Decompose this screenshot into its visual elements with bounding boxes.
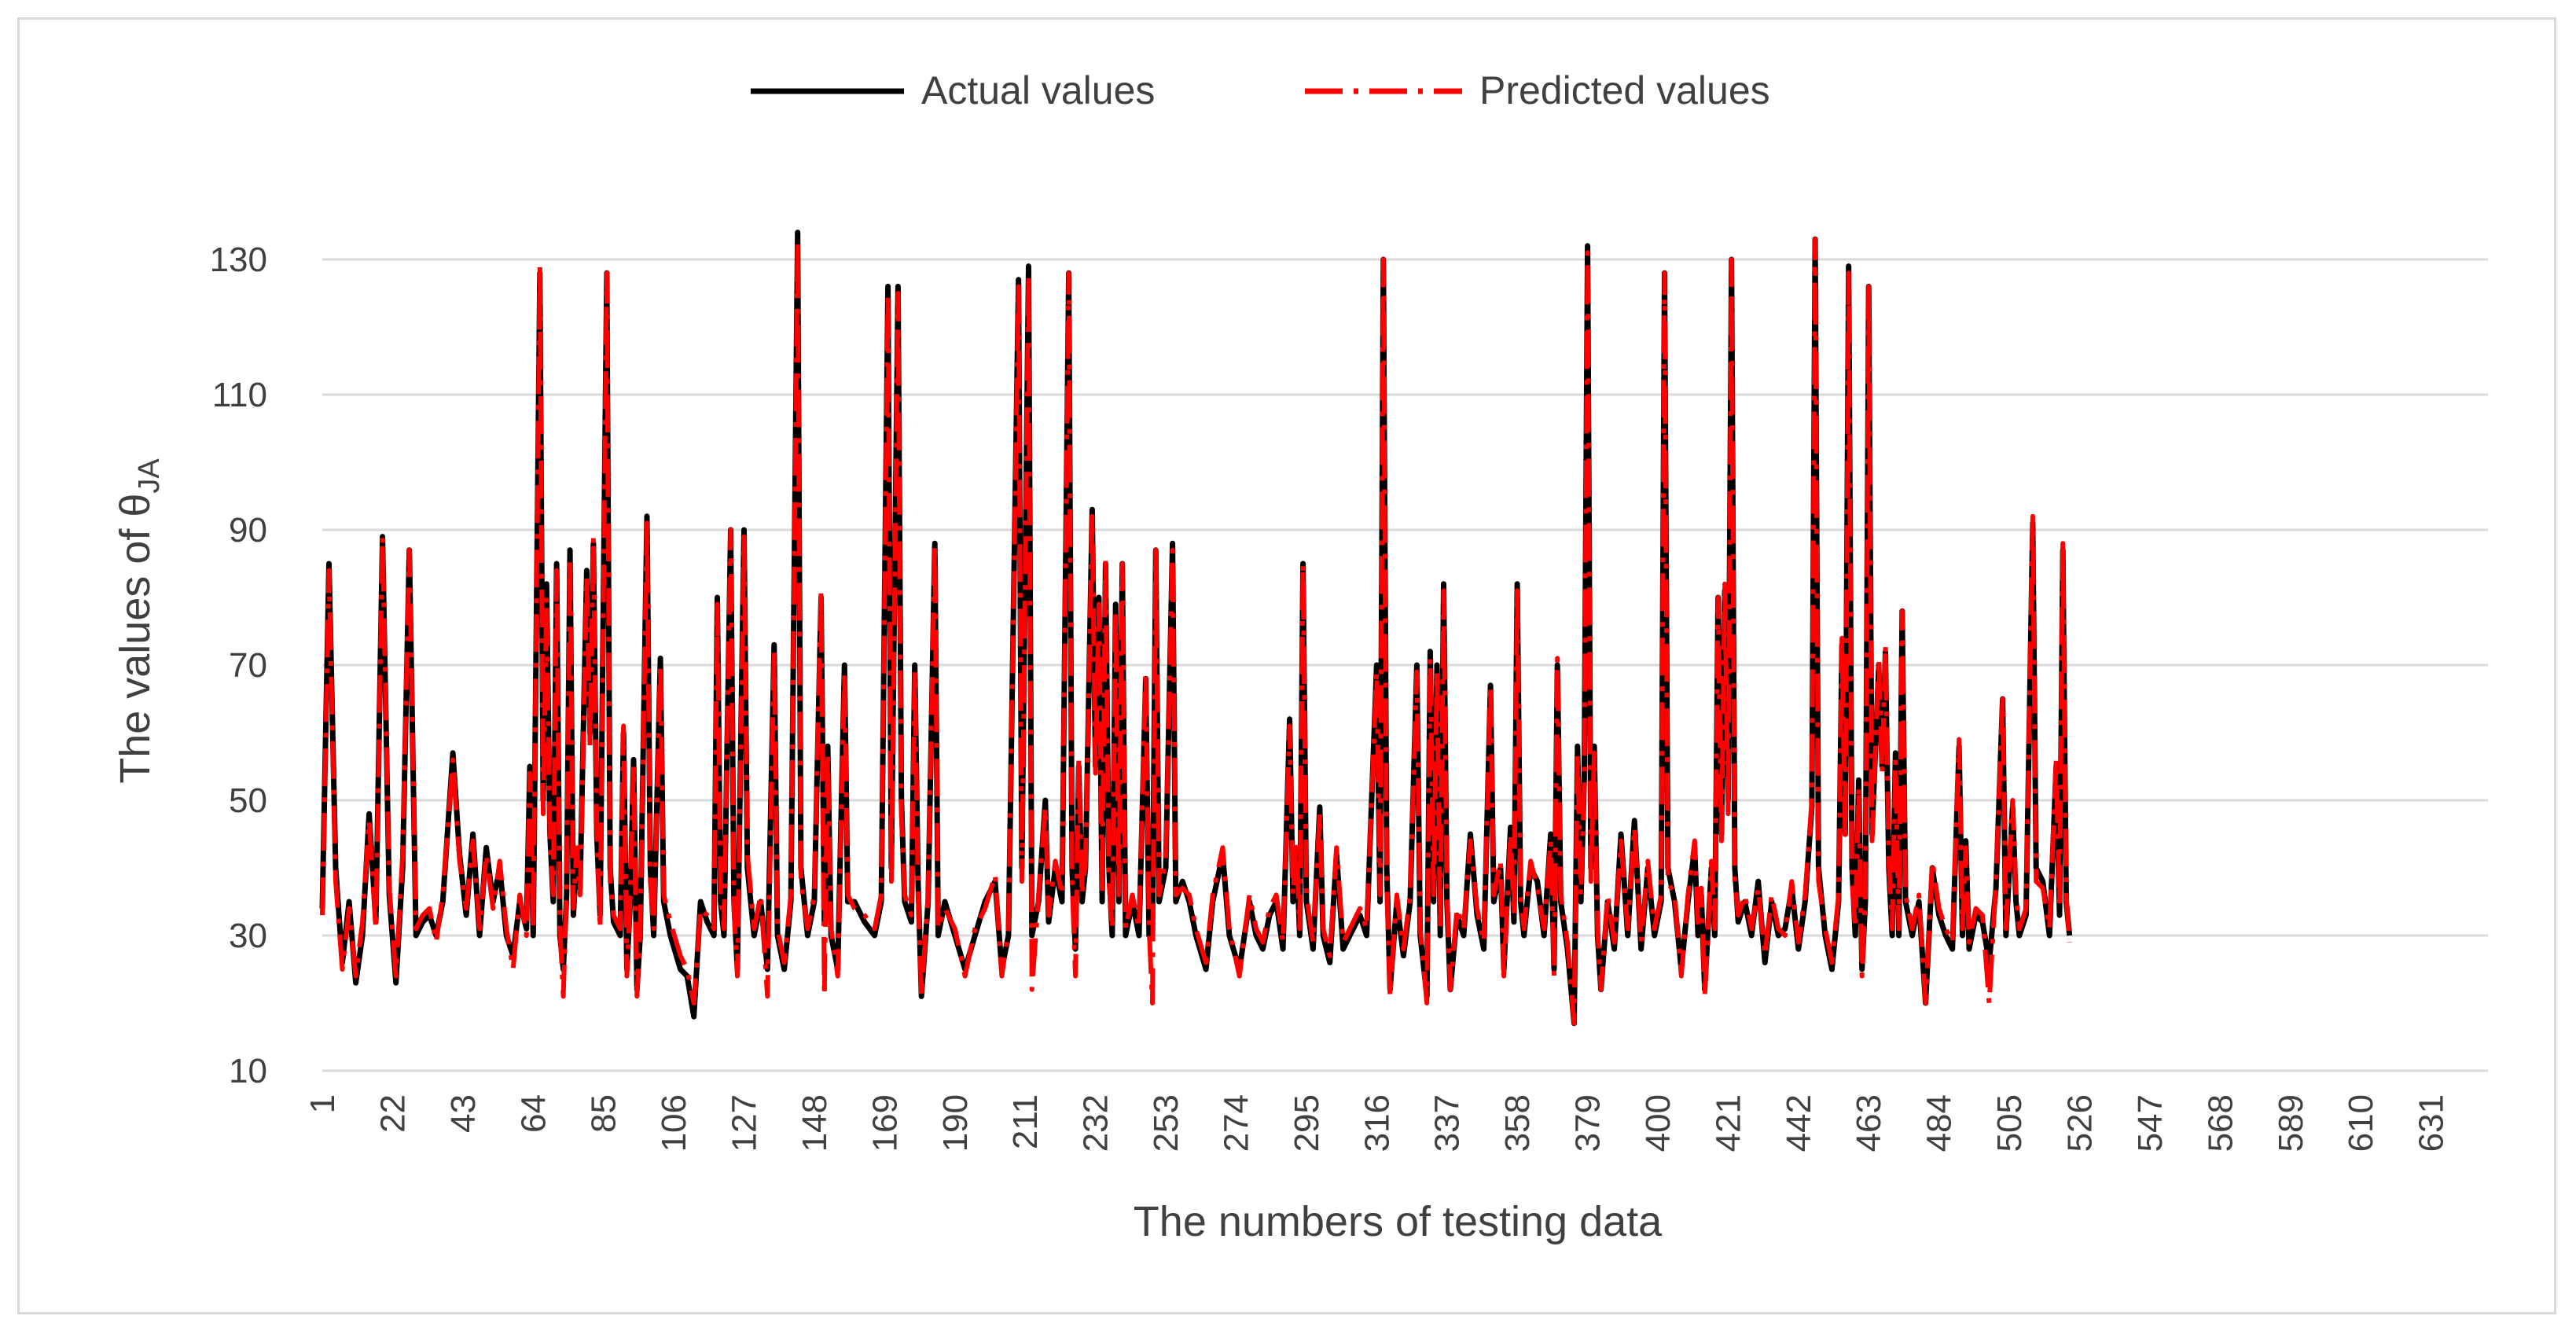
x-tick-label: 127 [726,1094,764,1152]
x-tick-label: 631 [2412,1094,2451,1152]
x-tick-label: 1 [303,1094,342,1113]
x-tick-label: 379 [1569,1094,1608,1152]
y-tick-label: 10 [229,1052,267,1090]
x-tick-label: 400 [1639,1094,1678,1152]
x-tick-label: 484 [1920,1094,1959,1152]
x-axis-title: The numbers of testing data [1134,1198,1663,1245]
x-tick-label: 64 [514,1094,553,1133]
x-tick-label: 316 [1358,1094,1396,1152]
y-tick-label: 90 [229,511,267,550]
x-tick-label: 505 [1990,1094,2029,1152]
x-tick-label: 295 [1288,1094,1326,1152]
legend-label-actual: Actual values [921,68,1155,112]
y-tick-labels: 10 30 50 70 90 110 130 [210,241,267,1090]
x-tick-label: 22 [373,1094,412,1133]
x-tick-label: 442 [1780,1094,1818,1152]
x-tick-label: 190 [936,1094,975,1152]
y-axis-title-main: The values of θ [112,494,159,784]
x-tick-label: 337 [1428,1094,1467,1152]
x-tick-label: 85 [585,1094,623,1133]
legend-label-predicted: Predicted values [1479,68,1770,112]
x-tick-label: 148 [796,1094,834,1152]
gridlines [322,258,2488,1072]
x-tick-label: 43 [444,1094,483,1133]
x-tick-label: 106 [655,1094,693,1152]
y-tick-label: 30 [229,917,267,955]
x-tick-label: 211 [1006,1094,1045,1149]
series-layer [319,230,2073,1027]
x-tick-label: 547 [2131,1094,2170,1152]
series-line-predicted [320,237,2072,1026]
x-tick-label: 169 [865,1094,904,1152]
x-tick-label: 253 [1147,1094,1185,1152]
x-tick-label: 610 [2342,1094,2380,1152]
x-tick-labels: 1 22 43 64 85 106 127 148 169 190 211 232 253 274 295 3… [303,1094,2451,1152]
x-tick-label: 589 [2272,1094,2310,1152]
y-tick-label: 130 [210,241,267,279]
x-tick-label: 568 [2201,1094,2240,1152]
x-tick-label: 526 [2061,1094,2100,1152]
y-tick-label: 50 [229,781,267,820]
x-tick-label: 358 [1498,1094,1537,1152]
y-tick-label: 110 [212,376,267,414]
x-tick-label: 421 [1709,1094,1747,1152]
y-axis-title-sub: JA [133,458,166,494]
x-tick-label: 463 [1850,1094,1888,1152]
legend: Actual values Predicted values [751,68,1770,112]
y-axis-title: The values of θJA [112,458,166,784]
y-tick-label: 70 [229,646,267,685]
x-tick-label: 232 [1077,1094,1115,1152]
x-tick-label: 274 [1217,1094,1255,1152]
